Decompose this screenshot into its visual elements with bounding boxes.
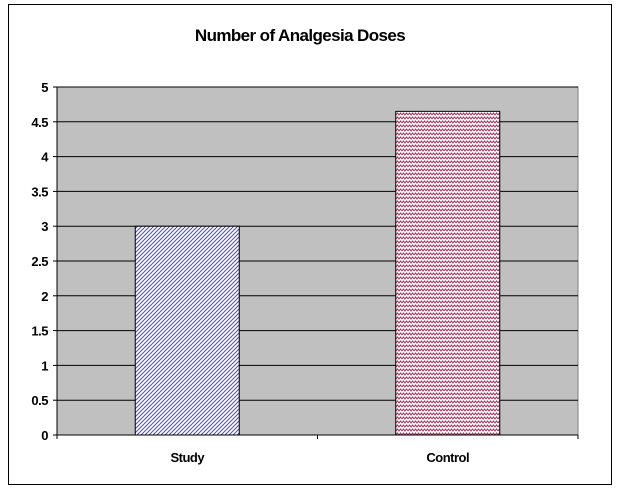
y-tick-label: 3 [41, 219, 48, 234]
y-tick-label: 0.5 [31, 393, 48, 408]
y-tick-label: 1 [41, 358, 48, 373]
bar-study [134, 225, 240, 436]
y-tick-label: 0 [41, 428, 48, 443]
y-tick-label: 4.5 [31, 115, 48, 130]
y-tick-label: 2.5 [31, 254, 48, 269]
y-tick-label: 4 [41, 150, 49, 165]
x-tick-label: Control [426, 450, 469, 465]
y-tick-label: 2 [41, 289, 48, 304]
plot-area: 0 0.5 1 1.5 2 2.5 3 3.5 4 4.5 5 Study Control [31, 80, 579, 465]
y-tick-label: 5 [41, 80, 48, 95]
bar-control [395, 110, 501, 436]
x-tick-label: Study [170, 450, 205, 465]
y-tick-label: 3.5 [31, 184, 48, 199]
y-tick-label: 1.5 [31, 324, 48, 339]
chart-title: Number of Analgesia Doses [195, 26, 405, 45]
